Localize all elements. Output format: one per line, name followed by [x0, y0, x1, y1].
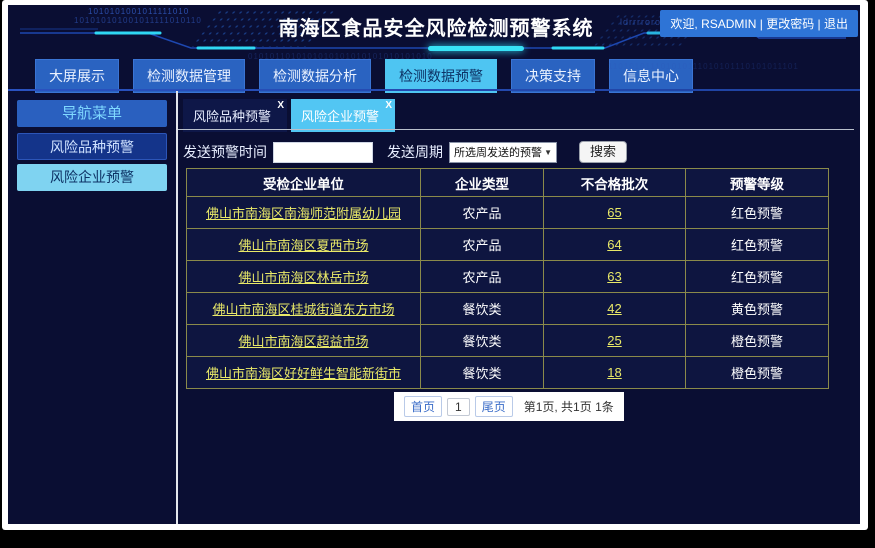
failed-batch-link[interactable]: 42: [607, 301, 622, 316]
search-button[interactable]: 搜索: [579, 141, 627, 163]
time-label: 发送预警时间: [183, 144, 267, 160]
last-page-button[interactable]: 尾页: [474, 396, 513, 417]
first-page-button[interactable]: 首页: [404, 396, 443, 417]
close-icon[interactable]: X: [277, 100, 285, 111]
binary-decoration: ldrrrroroorororor: [620, 17, 701, 27]
sidebar-item-risk-enterprise-warning[interactable]: 风险企业预警: [17, 164, 167, 191]
circuit-line-decoration: [20, 28, 846, 51]
enterprise-type: 农产品: [420, 196, 544, 229]
sidebar-item-risk-variety-warning[interactable]: 风险品种预警: [17, 133, 167, 160]
content-area: 导航菜单 风险品种预警 风险企业预警 风险品种预警 X 风险企业预警 X: [8, 91, 860, 524]
pagination: 首页 1 尾页 第1页, 共1页 1条: [394, 392, 624, 421]
company-link[interactable]: 佛山市南海区桂城街道东方市场: [212, 302, 395, 317]
page-number-button[interactable]: 1: [447, 397, 470, 416]
nav-item-data-management[interactable]: 检测数据管理: [133, 59, 245, 93]
tab-risk-enterprise-warning[interactable]: 风险企业预警 X: [291, 99, 396, 132]
nav-item-big-screen[interactable]: 大屏展示: [35, 59, 119, 93]
failed-batch-link[interactable]: 63: [607, 269, 622, 284]
header-divider: [8, 89, 860, 91]
enterprise-type: 农产品: [420, 260, 544, 293]
warning-table: 受检企业单位 企业类型 不合格批次 预警等级 佛山市南海区南海师范附属幼儿园 农…: [186, 168, 829, 389]
enterprise-type: 餐饮类: [420, 324, 544, 357]
tab-label: 风险品种预警: [193, 109, 272, 124]
chevron-down-icon: ▼: [544, 147, 552, 157]
sidebar-title: 导航菜单: [17, 100, 167, 127]
failed-batch-link[interactable]: 25: [607, 333, 622, 348]
filter-bar: 发送预警时间 发送周期 所选周发送的预警 ▼ 搜索: [183, 141, 627, 163]
period-select[interactable]: 所选周发送的预警 ▼: [449, 141, 557, 163]
enterprise-type: 餐饮类: [420, 292, 544, 325]
column-header-company: 受检企业单位: [186, 168, 421, 197]
warning-level: 黄色预警: [685, 292, 829, 325]
warning-level: 橙色预警: [685, 324, 829, 357]
app-header: 1010101001011111010 10101010100101111101…: [8, 5, 860, 89]
table-header-row: 受检企业单位 企业类型 不合格批次 预警等级: [186, 168, 829, 197]
company-link[interactable]: 佛山市南海区林岳市场: [238, 270, 369, 285]
binary-decoration: 0101011010101010101010101010101010: [248, 52, 433, 61]
table-row: 佛山市南海区夏西市场 农产品 64 红色预警: [186, 228, 829, 261]
tab-risk-variety-warning[interactable]: 风险品种预警 X: [183, 99, 288, 132]
company-link[interactable]: 佛山市南海区夏西市场: [238, 238, 369, 253]
column-header-warning-level: 预警等级: [685, 168, 829, 197]
period-select-value: 所选周发送的预警: [454, 147, 542, 159]
table-row: 佛山市南海区南海师范附属幼儿园 农产品 65 红色预警: [186, 196, 829, 229]
failed-batch-link[interactable]: 18: [607, 365, 622, 380]
table-row: 佛山市南海区超益市场 餐饮类 25 橙色预警: [186, 324, 829, 357]
tab-underline: [178, 129, 854, 130]
warning-time-input[interactable]: [273, 141, 373, 163]
nav-item-data-analysis[interactable]: 检测数据分析: [259, 59, 371, 93]
nav-item-data-warning[interactable]: 检测数据预警: [385, 59, 497, 93]
main-nav: 大屏展示 检测数据管理 检测数据分析 检测数据预警 决策支持 信息中心: [35, 59, 693, 93]
nav-item-decision-support[interactable]: 决策支持: [511, 59, 595, 93]
column-header-failed-batches: 不合格批次: [543, 168, 686, 197]
company-link[interactable]: 佛山市南海区好好鲜生智能新街市: [205, 366, 401, 381]
failed-batch-link[interactable]: 65: [607, 205, 622, 220]
user-account-button[interactable]: 欢迎, RSADMIN | 更改密码 | 退出: [660, 10, 858, 37]
binary-decoration: 101010101001011111010110: [74, 16, 202, 25]
table-row: 佛山市南海区林岳市场 农产品 63 红色预警: [186, 260, 829, 293]
warning-level: 红色预警: [685, 228, 829, 261]
page-title: 南海区食品安全风险检测预警系统: [278, 18, 594, 40]
window-frame: 1010101001011111010 10101010100101111101…: [2, 0, 868, 530]
binary-decoration: 110101011101010111010101110101011101: [608, 62, 799, 71]
tab-label: 风险企业预警: [301, 109, 380, 124]
app-root: 1010101001011111010 10101010100101111101…: [8, 5, 860, 524]
company-link[interactable]: 佛山市南海区南海师范附属幼儿园: [205, 206, 401, 221]
binary-decoration: 1010101001011111010: [88, 7, 190, 16]
warning-level: 红色预警: [685, 260, 829, 293]
pagination-summary: 第1页, 共1页 1条: [523, 400, 614, 414]
table-row: 佛山市南海区好好鲜生智能新街市 餐饮类 18 橙色预警: [186, 356, 829, 389]
enterprise-type: 餐饮类: [420, 356, 544, 389]
table-row: 佛山市南海区桂城街道东方市场 餐饮类 42 黄色预警: [186, 292, 829, 325]
workspace-tabs: 风险品种预警 X 风险企业预警 X: [183, 99, 396, 132]
warning-level: 红色预警: [685, 196, 829, 229]
enterprise-type: 农产品: [420, 228, 544, 261]
main-panel: 风险品种预警 X 风险企业预警 X 发送预警时间 发送周期 所选周发送的预警: [178, 91, 860, 524]
period-label: 发送周期: [387, 144, 443, 160]
nav-item-info-center[interactable]: 信息中心: [609, 59, 693, 93]
failed-batch-link[interactable]: 64: [607, 237, 622, 252]
sidebar: 导航菜单 风险品种预警 风险企业预警: [8, 91, 176, 524]
sidebar-divider: [176, 91, 178, 524]
close-icon[interactable]: X: [385, 100, 393, 111]
warning-level: 橙色预警: [685, 356, 829, 389]
column-header-type: 企业类型: [420, 168, 544, 197]
company-link[interactable]: 佛山市南海区超益市场: [238, 334, 369, 349]
